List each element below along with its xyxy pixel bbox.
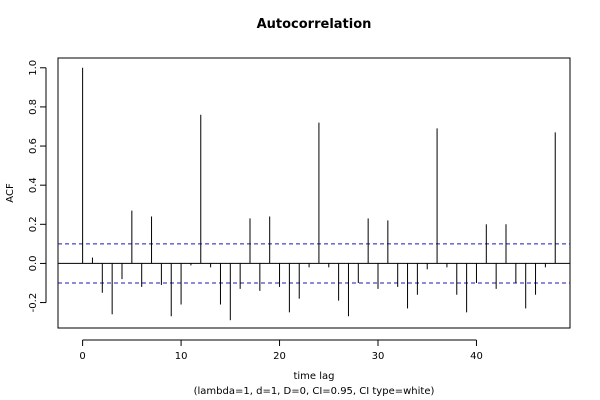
y-axis: -0.2 0.0 0.2 0.4 0.6 0.8 1.0 xyxy=(28,60,47,313)
acf-lag-lines xyxy=(82,67,556,321)
y-tick-label: -0.2 xyxy=(28,293,39,313)
y-tick-label: 0.8 xyxy=(28,99,39,115)
plot-frame xyxy=(57,57,571,329)
x-tick-label: 40 xyxy=(470,351,483,362)
chart-subtitle: (lambda=1, d=1, D=0, CI=0.95, CI type=wh… xyxy=(194,386,435,397)
x-tick-label: 10 xyxy=(175,351,188,362)
y-tick-label: 0.6 xyxy=(28,138,39,154)
y-tick-label: 0.4 xyxy=(28,177,39,193)
y-axis-label: ACF xyxy=(5,183,16,203)
y-tick-label: 0.2 xyxy=(28,216,39,232)
x-tick-label: 30 xyxy=(372,351,385,362)
y-tick-label: 0.0 xyxy=(28,255,39,271)
x-axis: 0 10 20 30 40 xyxy=(79,339,483,362)
y-tick-label: 1.0 xyxy=(28,60,39,76)
x-tick-label: 20 xyxy=(273,351,286,362)
chart-title: Autocorrelation xyxy=(257,17,372,32)
x-axis-label: time lag xyxy=(293,371,334,382)
x-tick-label: 0 xyxy=(79,351,85,362)
confidence-interval-layer xyxy=(58,243,570,284)
